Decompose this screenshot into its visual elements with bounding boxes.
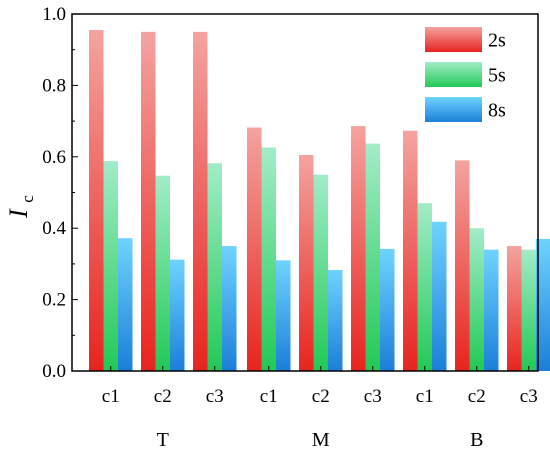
legend-label: 2s [488,30,506,52]
x-tick-label: c1 [102,386,120,407]
bar-M-c1-2s [247,127,262,371]
y-axis-label-main: I [4,208,33,219]
bar-M-c3-2s [351,126,366,372]
bar-M-c1-8s [276,260,291,371]
bar-M-c2-2s [299,155,314,371]
bar-T-c2-2s [141,31,156,371]
y-tick-label: 0.0 [42,361,66,382]
group-label: M [312,429,330,451]
bar-M-c1-5s [261,147,276,371]
y-axis-label: I c [4,195,37,219]
y-axis-label-sub: c [18,195,37,203]
x-tick-label: c2 [468,386,486,407]
y-tick-label: 1.0 [42,4,66,25]
bar-B-c2-5s [469,228,484,371]
bar-T-c1-8s [118,238,133,371]
bar-T-c2-5s [155,175,170,371]
bar-T-c1-2s [89,30,104,371]
bar-B-c2-8s [484,249,499,371]
bar-M-c2-8s [328,269,343,371]
bar-M-c3-5s [365,143,380,371]
x-tick-label: c3 [364,386,382,407]
bar-B-c1-8s [432,221,447,371]
bar-M-c3-8s [380,248,395,371]
bar-T-c3-5s [207,163,222,371]
bar-M-c2-5s [313,174,328,371]
x-tick-label: c1 [260,386,278,407]
x-tick-label: c3 [206,386,224,407]
bar-B-c2-2s [455,160,470,371]
legend-label: 8s [488,100,506,122]
x-tick-label: c3 [520,386,538,407]
bar-T-c2-8s [170,259,185,371]
y-tick-label: 0.2 [42,290,66,311]
bar-B-c3-8s [536,238,550,371]
bars-layer [89,30,550,372]
y-tick-label: 0.8 [42,75,66,96]
legend-swatch-2s [425,27,482,52]
group-label: B [470,429,483,451]
x-tick-label: c1 [416,386,434,407]
bar-B-c3-5s [521,249,536,371]
bar-T-c3-2s [193,31,208,371]
y-tick-label: 0.6 [42,147,66,168]
bar-B-c1-2s [403,130,418,371]
bar-T-c1-5s [103,161,118,371]
x-tick-label: c2 [154,386,172,407]
x-tick-label: c2 [312,386,330,407]
axis-layer: c1 c2 c3 Tc1 c2 c3 Mc1 c2 c3 B 0.0 0.2 0.4 0.6 0.8 1.0 [42,4,537,451]
bar-B-c3-2s [507,246,522,371]
bar-T-c3-8s [222,246,237,371]
bar-B-c1-5s [417,203,432,371]
legend: 2s 5s 8s [425,27,506,122]
legend-label: 5s [488,65,506,87]
legend-swatch-8s [425,97,482,122]
group-label: T [157,429,169,451]
y-tick-label: 0.4 [42,218,66,239]
legend-swatch-5s [425,62,482,87]
